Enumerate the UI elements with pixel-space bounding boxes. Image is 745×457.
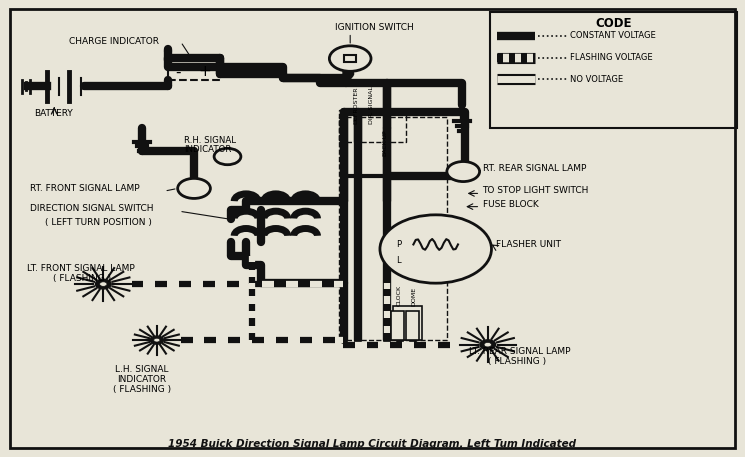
Text: +: + (199, 64, 212, 80)
Text: DEFROSTER: DEFROSTER (354, 86, 358, 124)
Circle shape (329, 46, 371, 71)
Circle shape (153, 338, 160, 342)
Text: FLASHING VOLTAGE: FLASHING VOLTAGE (570, 53, 652, 62)
Circle shape (447, 161, 480, 181)
Text: DOME: DOME (412, 287, 416, 306)
Text: INDICATOR: INDICATOR (118, 375, 167, 384)
Circle shape (484, 342, 492, 347)
Text: IGNITION SWITCH: IGNITION SWITCH (335, 23, 414, 32)
Text: CHARGE INDICATOR: CHARGE INDICATOR (69, 37, 159, 46)
Text: CONSTANT VOLTAGE: CONSTANT VOLTAGE (570, 31, 656, 40)
Circle shape (214, 149, 241, 165)
Text: L.H. SIGNAL: L.H. SIGNAL (115, 365, 168, 374)
Text: 1954 Buick Direction Signal Lamp Circuit Diagram, Left Tum Indicated: 1954 Buick Direction Signal Lamp Circuit… (168, 439, 577, 449)
Text: BATTERY: BATTERY (34, 109, 73, 118)
Text: R.H. SIGNAL: R.H. SIGNAL (184, 136, 236, 145)
Text: DIRECTION SIGNAL SWITCH: DIRECTION SIGNAL SWITCH (31, 204, 154, 213)
Circle shape (380, 215, 492, 283)
Text: ( FLASHING ): ( FLASHING ) (53, 274, 111, 283)
Circle shape (480, 340, 495, 350)
Text: CLOCK: CLOCK (397, 285, 402, 306)
Text: RT. REAR SIGNAL LAMP: RT. REAR SIGNAL LAMP (483, 164, 586, 173)
Text: RT. FRONT SIGNAL LAMP: RT. FRONT SIGNAL LAMP (31, 184, 140, 193)
Text: FLASHER UNIT: FLASHER UNIT (496, 240, 561, 249)
Circle shape (95, 279, 111, 289)
Text: CODE: CODE (595, 16, 632, 30)
Text: ( LEFT TURN POSITION ): ( LEFT TURN POSITION ) (45, 218, 152, 227)
Text: BACK-UP: BACK-UP (382, 129, 387, 155)
Text: DIR. SIGNAL: DIR. SIGNAL (369, 86, 373, 124)
Text: LT. REAR SIGNAL LAMP: LT. REAR SIGNAL LAMP (469, 347, 571, 356)
Bar (490, 12, 737, 128)
Text: -: - (175, 64, 180, 80)
Circle shape (150, 336, 163, 344)
Text: INDICATOR: INDICATOR (184, 145, 232, 154)
Text: ( FLASHING ): ( FLASHING ) (113, 385, 171, 394)
Bar (391, 310, 405, 340)
Text: FUSE BLOCK: FUSE BLOCK (483, 200, 539, 209)
Circle shape (177, 178, 210, 198)
Text: L: L (396, 256, 401, 265)
Bar (406, 310, 419, 340)
Circle shape (100, 282, 107, 287)
Text: LT. FRONT SIGNAL LAMP: LT. FRONT SIGNAL LAMP (27, 264, 134, 273)
Bar (339, 110, 406, 142)
Text: NO VOLTAGE: NO VOLTAGE (570, 74, 623, 84)
Bar (339, 117, 447, 340)
Text: ( FLASHING ): ( FLASHING ) (488, 357, 546, 366)
Text: TO STOP LIGHT SWITCH: TO STOP LIGHT SWITCH (483, 186, 589, 196)
Bar (168, 60, 220, 80)
Text: P: P (396, 240, 401, 249)
Bar (393, 306, 422, 340)
Bar (344, 55, 356, 62)
